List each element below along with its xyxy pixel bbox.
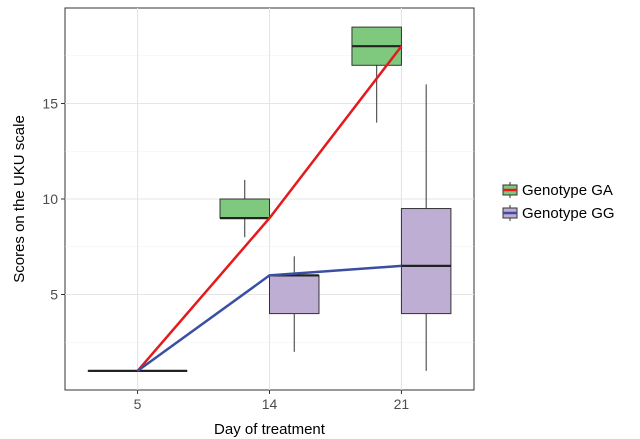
x-tick-label: 21 (394, 396, 410, 412)
x-tick-label: 5 (134, 396, 142, 412)
legend-item-genotype-ga: Genotype GA (502, 182, 613, 199)
y-axis: 5 10 15 (42, 96, 65, 303)
x-axis: 5 14 21 (134, 390, 410, 412)
legend: Genotype GA Genotype GG (502, 182, 615, 222)
box-group (87, 26, 452, 372)
box-genotype-gg-day-21 (400, 84, 452, 371)
box-genotype-gg-day-14 (269, 256, 320, 352)
y-tick-label: 10 (42, 191, 58, 207)
legend-label: Genotype GG (522, 205, 615, 222)
box-body (400, 208, 452, 315)
x-tick-label: 14 (262, 396, 278, 412)
mean-line-genotype-gg (136, 264, 402, 372)
box-body (219, 198, 271, 219)
y-tick-label: 15 (42, 96, 58, 112)
y-axis-title: Scores on the UKU scale (11, 115, 28, 283)
x-axis-title: Day of treatment (214, 421, 326, 438)
box-genotype-ga-day-14 (219, 179, 271, 238)
legend-item-genotype-gg: Genotype GG (502, 205, 615, 222)
y-tick-label: 5 (50, 287, 58, 303)
legend-label: Genotype GA (522, 182, 613, 199)
mean-line-genotype-ga (136, 45, 403, 372)
mean-lines (136, 45, 403, 372)
box-body (269, 274, 320, 315)
